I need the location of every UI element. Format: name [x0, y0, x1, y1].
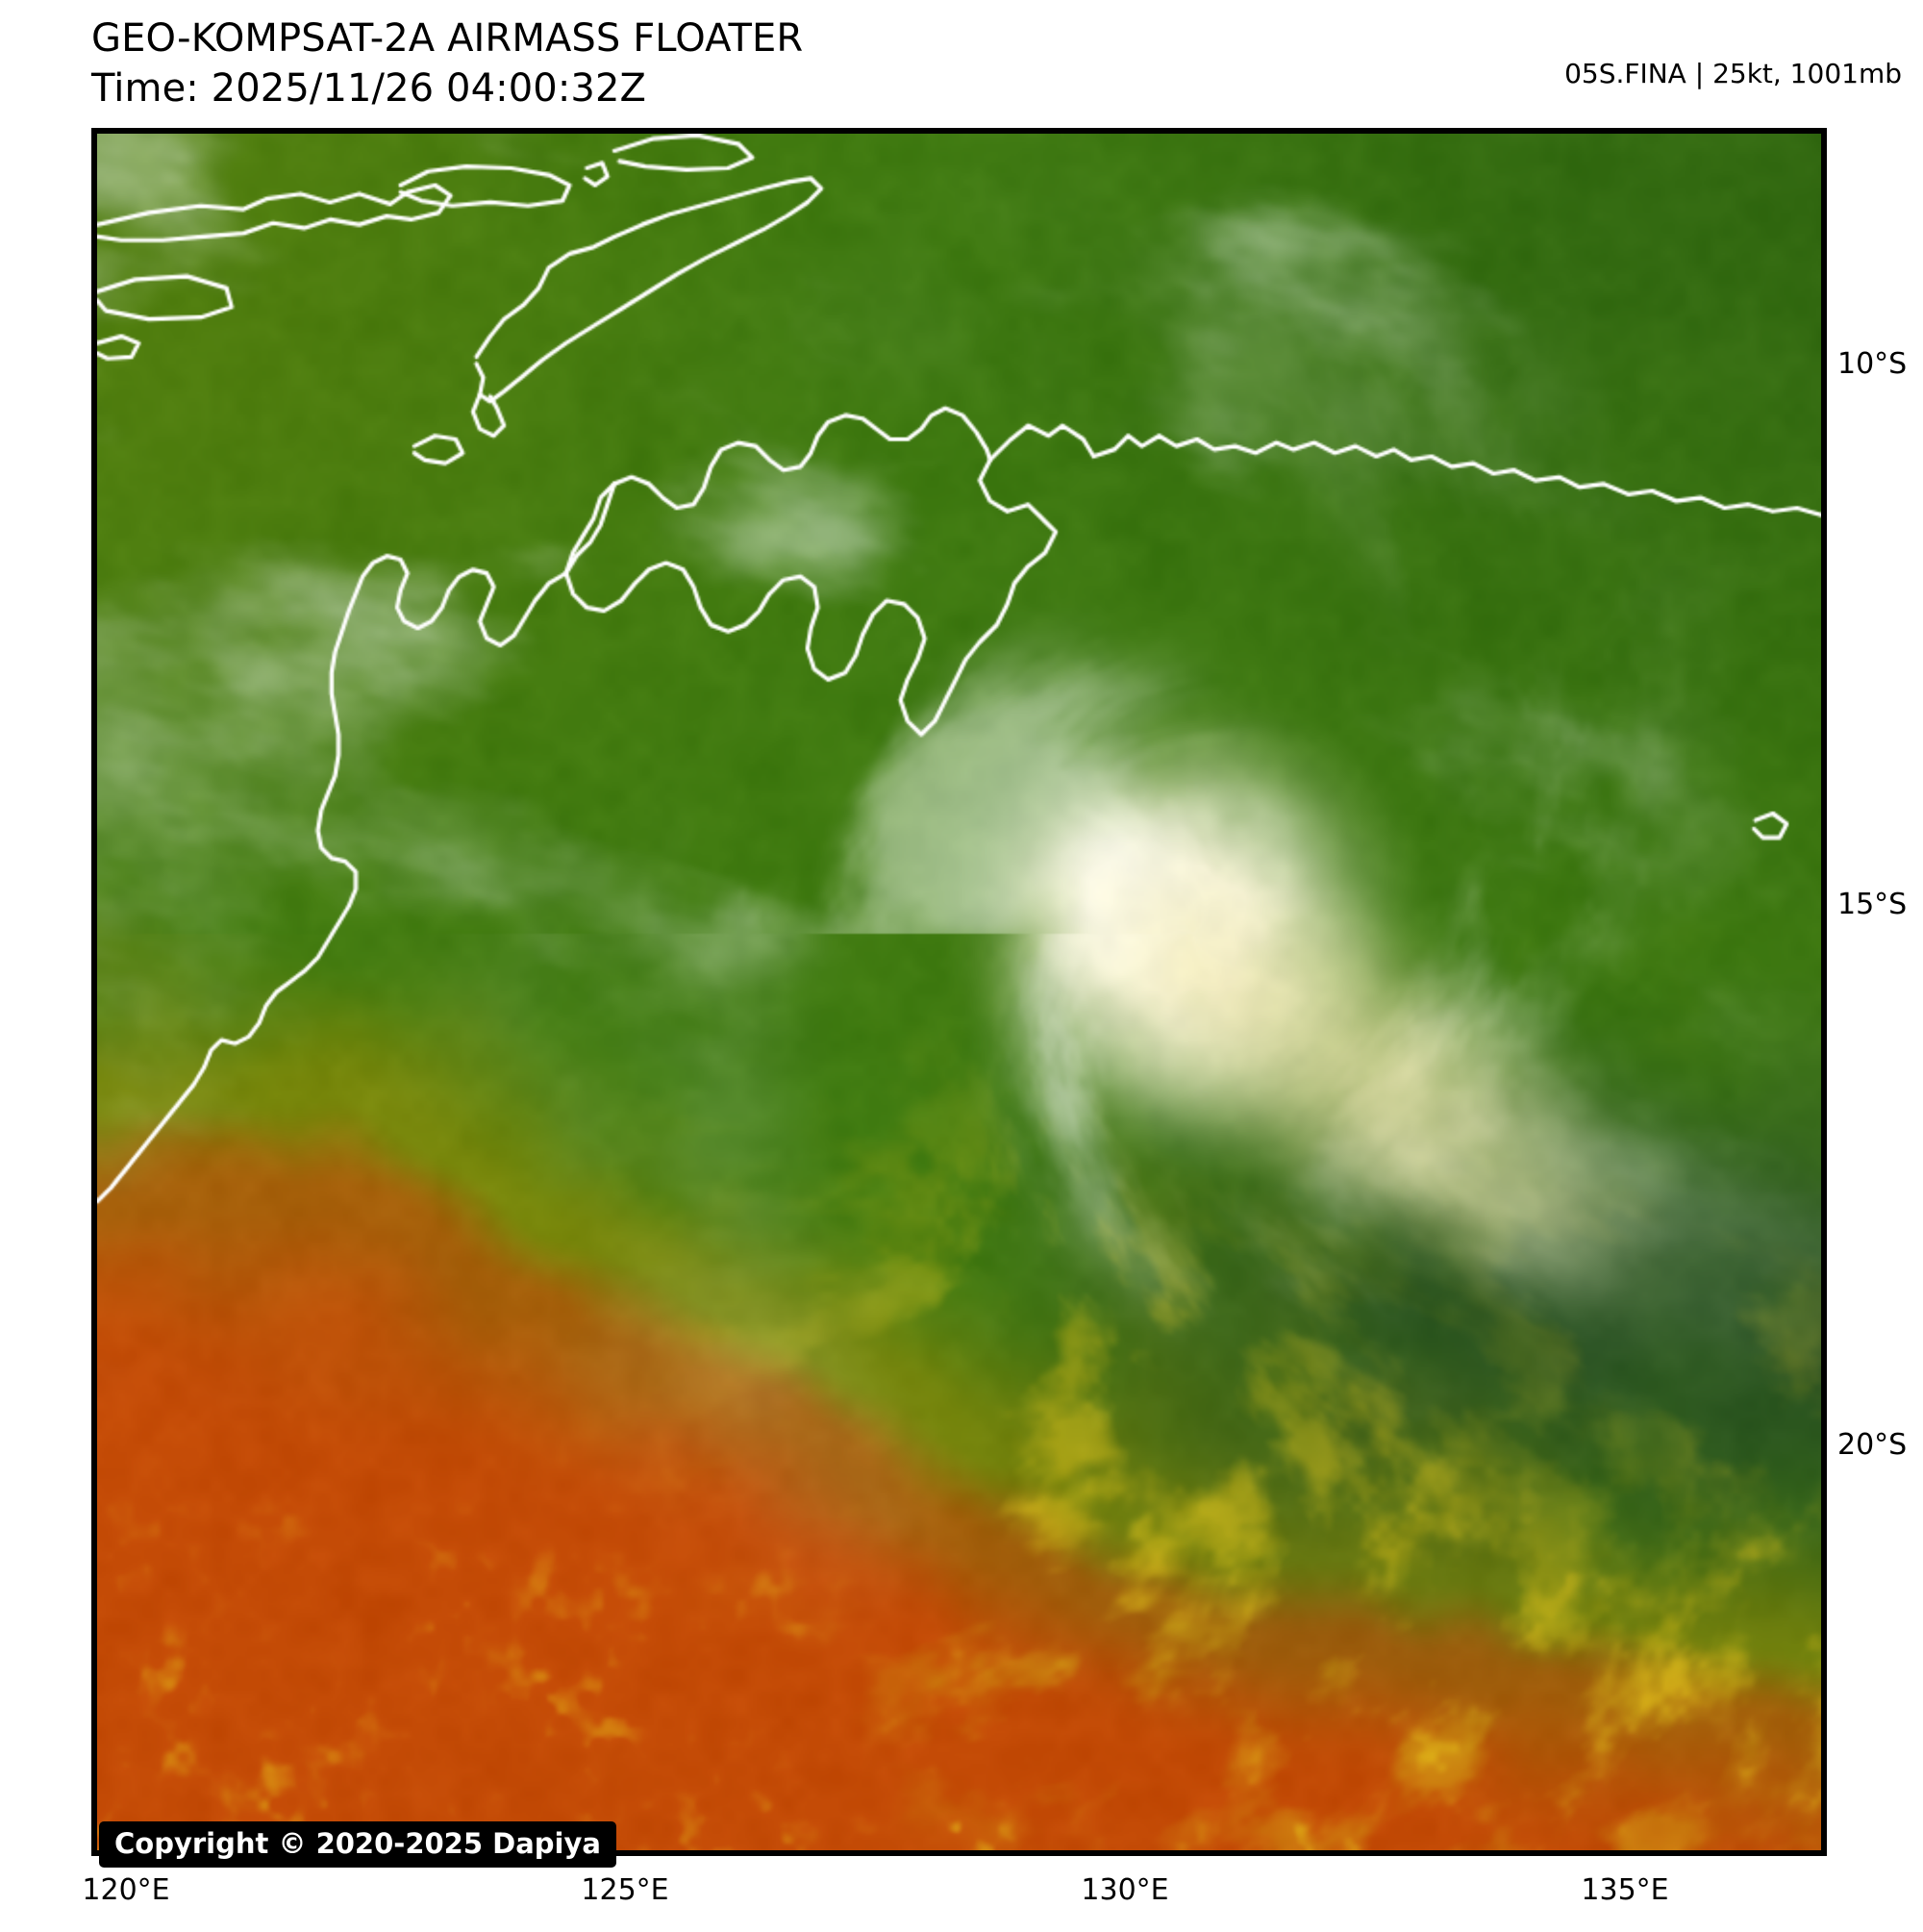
header: GEO-KOMPSAT-2A AIRMASS FLOATER Time: 202… [0, 0, 1923, 111]
page-title: GEO-KOMPSAT-2A AIRMASS FLOATER [91, 16, 804, 61]
lon-tick-120e: 120°E [82, 1873, 170, 1907]
copyright-badge: Copyright © 2020-2025 Dapiya [99, 1821, 616, 1868]
lat-tick-right-10s: 10°S [1837, 347, 1908, 381]
lat-tick-right-15s: 15°S [1837, 888, 1908, 921]
airmass-rgb-canvas [97, 134, 1821, 1850]
lon-tick-135e: 135°E [1581, 1873, 1669, 1907]
lat-tick-right-20s: 20°S [1837, 1428, 1908, 1462]
storm-info-label: 05S.FINA | 25kt, 1001mb [1564, 58, 1902, 89]
timestamp-label: Time: 2025/11/26 04:00:32Z [91, 66, 646, 111]
satellite-image-plot [91, 128, 1827, 1856]
title-block: GEO-KOMPSAT-2A AIRMASS FLOATER Time: 202… [91, 13, 803, 113]
lon-tick-125e: 125°E [581, 1873, 669, 1907]
lon-tick-130e: 130°E [1081, 1873, 1169, 1907]
